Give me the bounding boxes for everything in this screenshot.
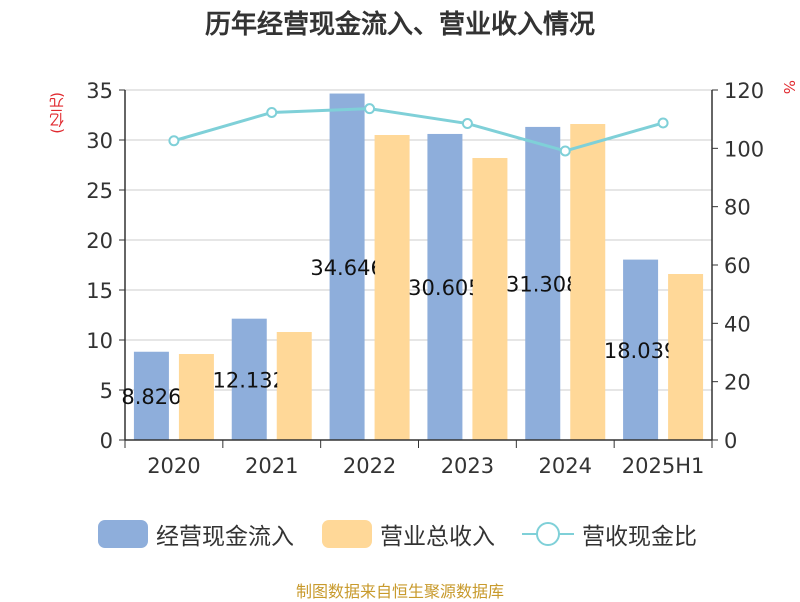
legend-item-ratio[interactable]: 营收现金比	[522, 516, 697, 552]
legend-label-cash-inflow: 经营现金流入	[156, 524, 294, 550]
ratio-point	[266, 106, 278, 118]
data-label-cash-inflow: 12.132	[213, 368, 286, 392]
bar-revenue	[276, 332, 312, 440]
data-label-cash-inflow: 30.605	[408, 276, 481, 300]
y-tick-label: 20	[86, 229, 113, 253]
legend-item-cash-inflow[interactable]: 经营现金流入	[98, 516, 294, 552]
ratio-point	[559, 145, 571, 157]
legend-label-revenue: 营业总收入	[380, 524, 495, 550]
bar-cash-inflow	[133, 351, 169, 440]
right-axis-unit: %	[780, 80, 798, 95]
x-tick-label: 2024	[539, 454, 592, 478]
ratio-point	[168, 135, 180, 147]
legend: 经营现金流入 营业总收入 营收现金比	[0, 516, 800, 556]
x-tick-label: 2020	[147, 454, 200, 478]
bar-cash-inflow	[525, 126, 561, 441]
y2-tick-label: 60	[724, 254, 751, 278]
y2-tick-label: 40	[724, 312, 751, 336]
x-tick-label: 2025H1	[622, 454, 705, 478]
bar-cash-inflow	[329, 93, 365, 440]
bar-revenue	[178, 354, 214, 440]
y2-tick-label: 20	[724, 371, 751, 395]
y-tick-label: 5	[100, 379, 113, 403]
bar-revenue	[374, 135, 410, 440]
legend-label-ratio: 营收现金比	[582, 524, 697, 550]
legend-swatch-cash-inflow	[98, 520, 148, 548]
bar-revenue	[668, 274, 704, 440]
legend-swatch-ratio	[522, 520, 574, 548]
y-tick-label: 15	[86, 279, 113, 303]
y2-tick-label: 80	[724, 196, 751, 220]
ratio-point	[461, 118, 473, 130]
y2-tick-label: 120	[724, 79, 764, 103]
y-tick-label: 10	[86, 329, 113, 353]
bar-cash-inflow	[623, 259, 659, 440]
ratio-point	[657, 117, 669, 129]
bar-cash-inflow	[231, 318, 267, 440]
data-label-cash-inflow: 31.308	[506, 272, 579, 296]
ratio-line	[173, 107, 664, 153]
x-tick-label: 2022	[343, 454, 396, 478]
y-tick-label: 0	[100, 429, 113, 453]
y-tick-label: 35	[86, 79, 113, 103]
y-tick-label: 30	[86, 129, 113, 153]
x-tick-label: 2021	[245, 454, 298, 478]
x-tick-label: 2023	[441, 454, 494, 478]
y2-tick-label: 0	[724, 429, 737, 453]
ratio-point	[364, 103, 376, 115]
data-label-cash-inflow: 18.039	[604, 339, 677, 363]
y-tick-label: 25	[86, 179, 113, 203]
chart-title: 历年经营现金流入、营业收入情况	[204, 10, 595, 40]
legend-item-revenue[interactable]: 营业总收入	[322, 516, 495, 552]
bar-cash-inflow	[427, 133, 463, 440]
legend-swatch-revenue	[322, 520, 372, 548]
data-label-cash-inflow: 8.826	[121, 385, 181, 409]
data-label-cash-inflow: 34.646	[310, 256, 383, 280]
bar-revenue	[472, 158, 508, 440]
bar-revenue	[570, 124, 606, 440]
source-note: 制图数据来自恒生聚源数据库	[295, 582, 504, 601]
y2-tick-label: 100	[724, 137, 764, 161]
